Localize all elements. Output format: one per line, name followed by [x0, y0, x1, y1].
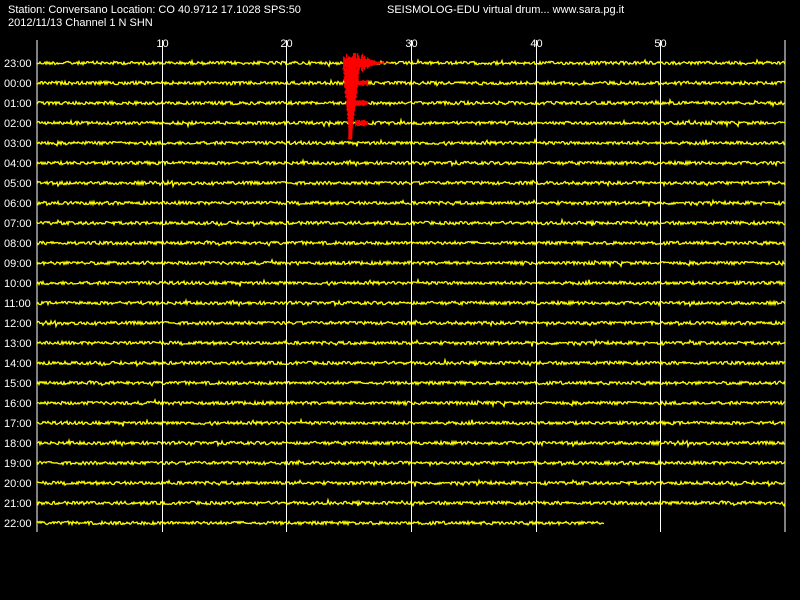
trace-row: [36, 478, 786, 488]
app-title: SEISMOLOG-EDU virtual drum... www.sara.p…: [387, 4, 625, 16]
row-hour-label: 15:00: [4, 378, 32, 390]
trace-row: [36, 158, 786, 168]
row-hour-label: 09:00: [4, 258, 32, 270]
row-hour-label: 20:00: [4, 478, 32, 490]
row-hour-label: 14:00: [4, 358, 32, 370]
row-hour-label: 11:00: [4, 298, 31, 310]
row-hour-label: 07:00: [4, 218, 32, 230]
labels: 10 20 30 40 50 23:00 00:00 01:00 02:00 03:00 04:00…: [4, 38, 667, 530]
x-tick-label: 20: [280, 38, 292, 50]
trace-row: [36, 78, 786, 87]
date-channel-info: 2012/11/13 Channel 1 N SHN: [8, 17, 153, 29]
trace-row: [36, 179, 786, 189]
trace-row: [36, 277, 786, 287]
seismic-event: [342, 53, 390, 140]
event-burst-main: [343, 53, 390, 73]
trace-row: [36, 319, 786, 329]
trace-row: [36, 217, 786, 228]
trace-row: [36, 117, 786, 129]
row-hour-label: 06:00: [4, 198, 32, 210]
row-hour-label: 00:00: [4, 78, 32, 90]
trace-row: [36, 438, 786, 449]
row-hour-label: 04:00: [4, 158, 32, 170]
row-hour-label: 18:00: [4, 438, 32, 450]
row-hour-label: 17:00: [4, 418, 32, 430]
trace-row: [36, 198, 786, 207]
trace-row: [36, 298, 786, 308]
trace-row: [36, 97, 786, 108]
row-hour-label: 23:00: [4, 58, 32, 70]
trace-row: [36, 519, 605, 527]
row-hour-label: 19:00: [4, 458, 32, 470]
station-info: Station: Conversano Location: CO 40.9712…: [8, 4, 301, 16]
row-hour-label: 10:00: [4, 278, 32, 290]
trace-row: [36, 459, 786, 468]
trace-row: [36, 137, 786, 147]
x-tick-label: 50: [654, 38, 666, 50]
trace-row: [36, 338, 786, 347]
row-hour-label: 22:00: [4, 518, 32, 530]
row-hour-label: 21:00: [4, 498, 32, 510]
row-hour-label: 02:00: [4, 118, 32, 130]
trace-row: [36, 417, 786, 427]
grid: [36, 40, 786, 532]
trace-row: [36, 379, 786, 387]
row-hour-label: 03:00: [4, 138, 32, 150]
event-ringing: [355, 99, 369, 107]
trace-row: [36, 258, 786, 269]
event-ringing: [355, 79, 369, 87]
row-hour-label: 12:00: [4, 318, 32, 330]
x-tick-label: 40: [530, 38, 542, 50]
trace-row: [36, 58, 786, 68]
trace-row: [36, 497, 786, 507]
trace-row: [36, 239, 786, 247]
event-ringing: [355, 119, 369, 127]
traces: [36, 58, 786, 527]
row-hour-label: 13:00: [4, 338, 32, 350]
row-hour-label: 01:00: [4, 98, 32, 110]
trace-row: [36, 357, 786, 368]
event-tail: [342, 68, 361, 140]
row-hour-label: 08:00: [4, 238, 32, 250]
x-tick-label: 10: [156, 38, 168, 50]
row-hour-label: 05:00: [4, 178, 32, 190]
row-hour-label: 16:00: [4, 398, 32, 410]
x-tick-label: 30: [405, 38, 417, 50]
trace-row: [36, 398, 786, 409]
